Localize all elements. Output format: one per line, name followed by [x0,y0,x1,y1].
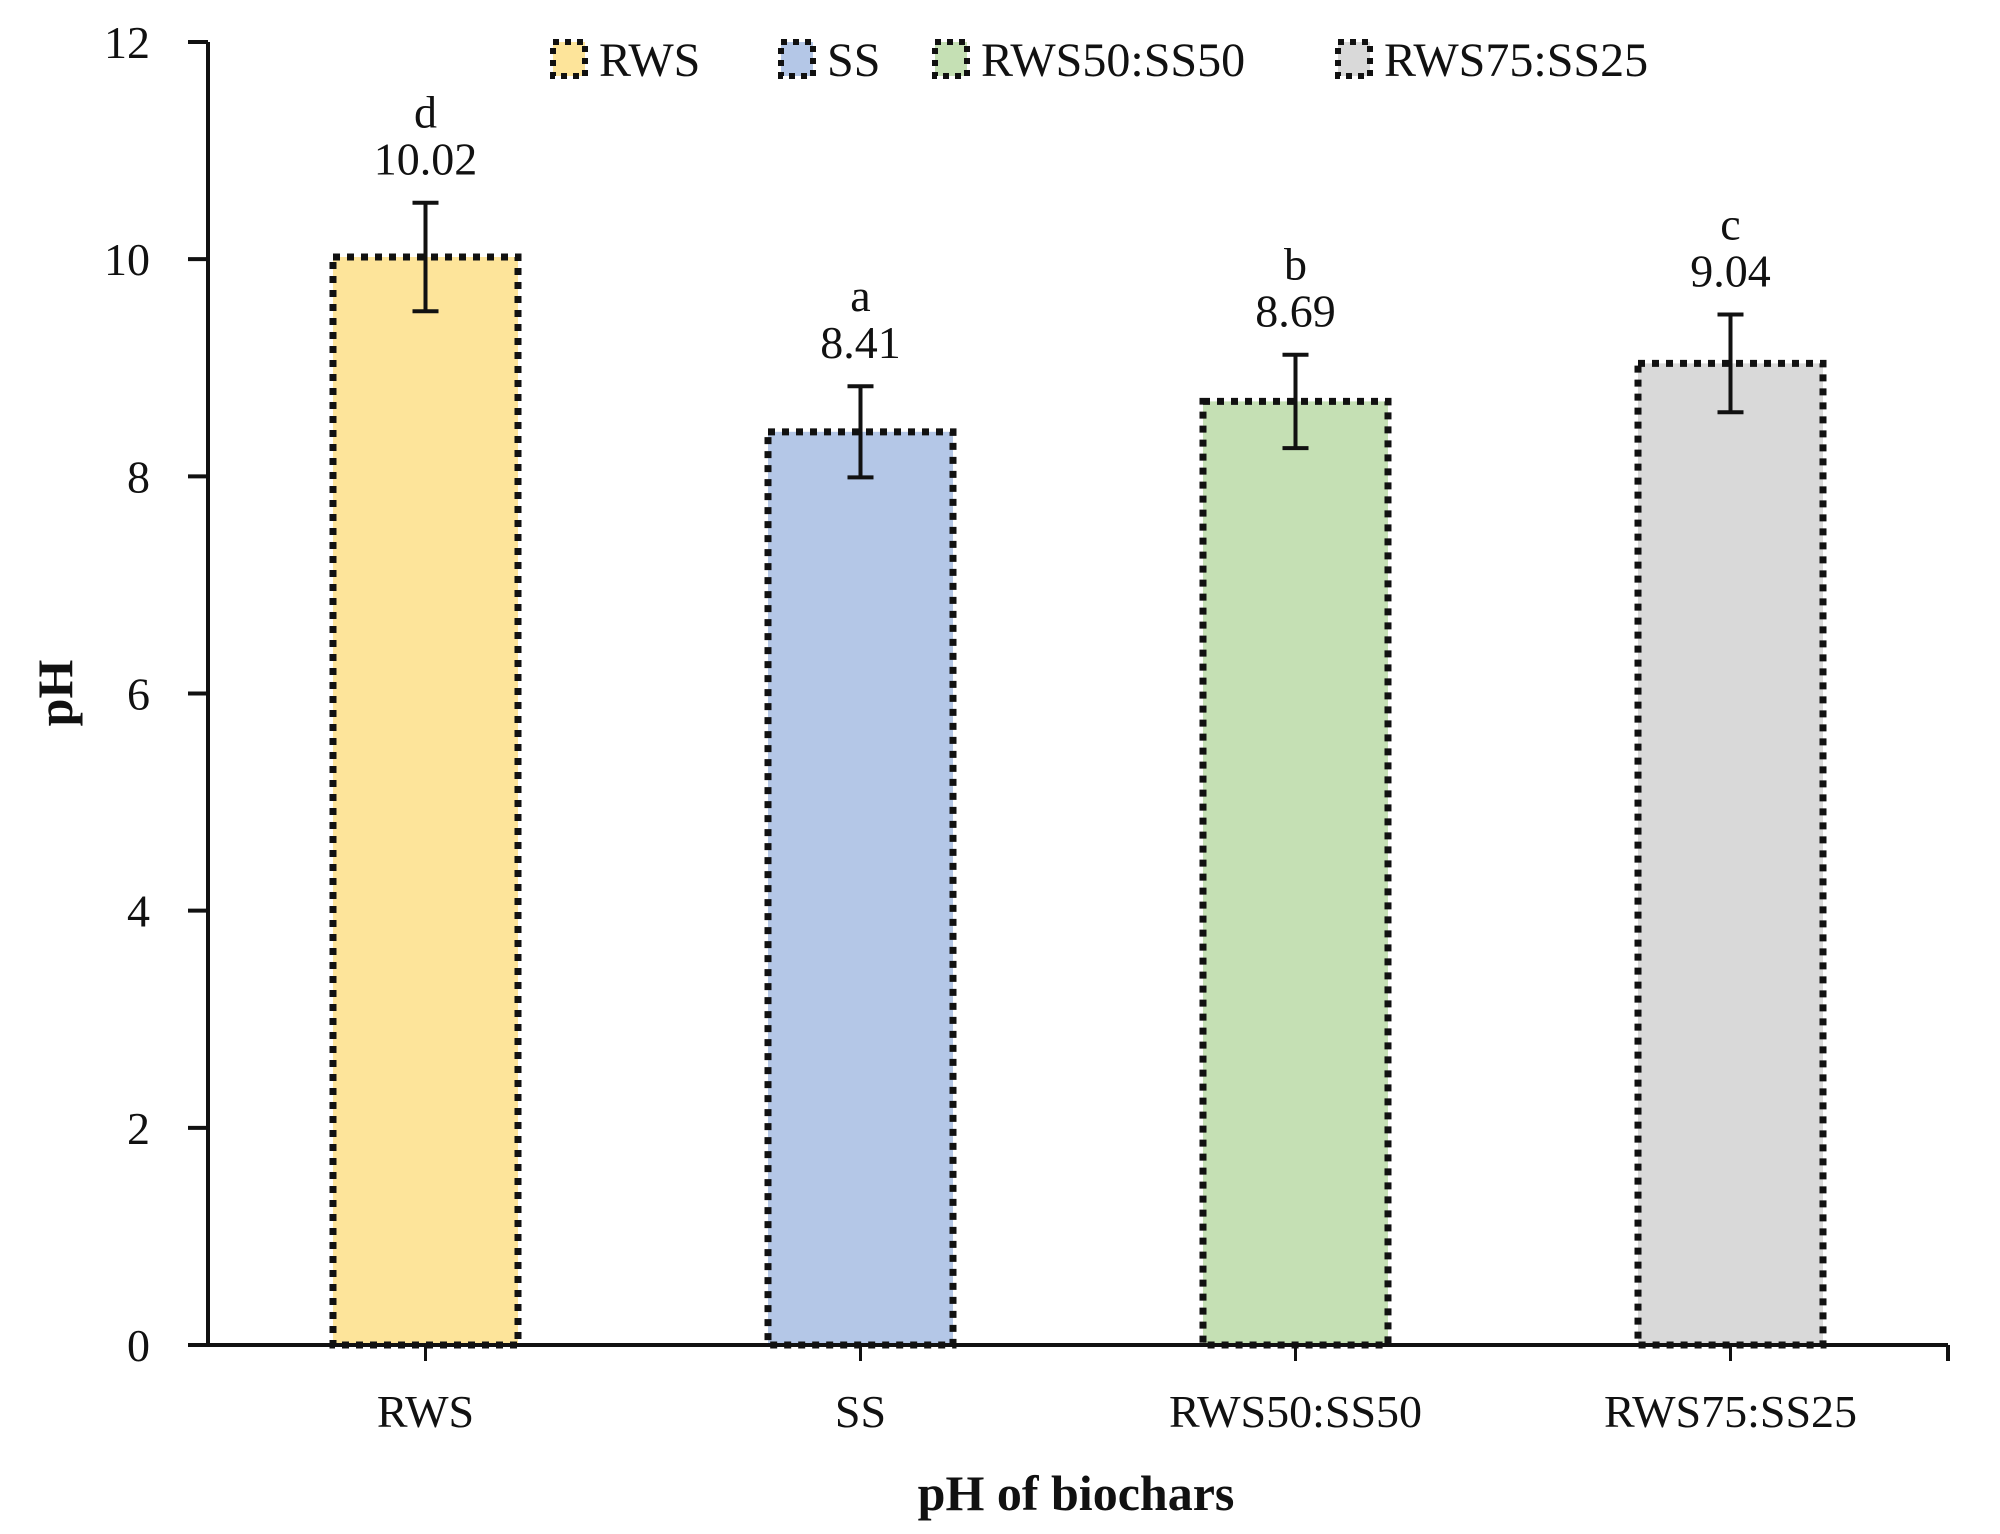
bar [1634,359,1827,1349]
y-tick-label: 6 [127,669,150,720]
x-tick-label: RWS75:SS25 [1604,1386,1857,1437]
legend-swatch [550,39,588,79]
legend-swatch [1335,39,1373,79]
x-tick-label: RWS50:SS50 [1169,1386,1422,1437]
x-axis: RWS SS RWS50:SS50 RWS75:SS25 [192,1343,1950,1437]
bar [329,253,522,1349]
y-tick-label: 10 [104,234,150,285]
y-tick-label: 12 [104,17,150,68]
legend-label: RWS [599,34,700,87]
significance-letter: b [1284,239,1307,290]
legend-label: RWS75:SS25 [1384,34,1648,87]
significance-letter: d [414,87,437,138]
legend-swatch [932,39,970,79]
y-axis-title: pH [27,660,83,727]
y-tick-label: 8 [127,451,150,502]
bar [764,428,957,1349]
bar-group: 9.04c [1634,199,1827,1349]
y-tick-label: 0 [127,1320,150,1371]
bars: 10.02d 8.41a 8.69b 9.04c [329,87,1827,1349]
bar-group: 10.02d [329,87,522,1349]
bar-group: 8.69b [1199,239,1392,1349]
x-tick-label: SS [835,1386,886,1437]
data-label: 8.41 [820,317,901,368]
legend-label: SS [827,34,880,87]
y-tick-label: 2 [127,1103,150,1154]
data-label: 9.04 [1690,246,1771,297]
x-axis-title: pH of biochars [918,1465,1235,1521]
significance-letter: a [850,270,870,321]
y-tick-label: 4 [127,886,150,937]
legend: RWS SS RWS50:SS50 RWS75:SS25 [550,34,1648,87]
legend-label: RWS50:SS50 [981,34,1245,87]
y-axis: 0 2 4 6 8 10 12 [104,17,210,1371]
data-label: 8.69 [1255,286,1336,337]
data-label: 10.02 [374,134,478,185]
significance-letter: c [1720,199,1740,250]
bar-group: 8.41a [764,270,957,1349]
legend-swatch [778,39,816,79]
x-tick-label: RWS [377,1386,474,1437]
bar [1199,397,1392,1349]
